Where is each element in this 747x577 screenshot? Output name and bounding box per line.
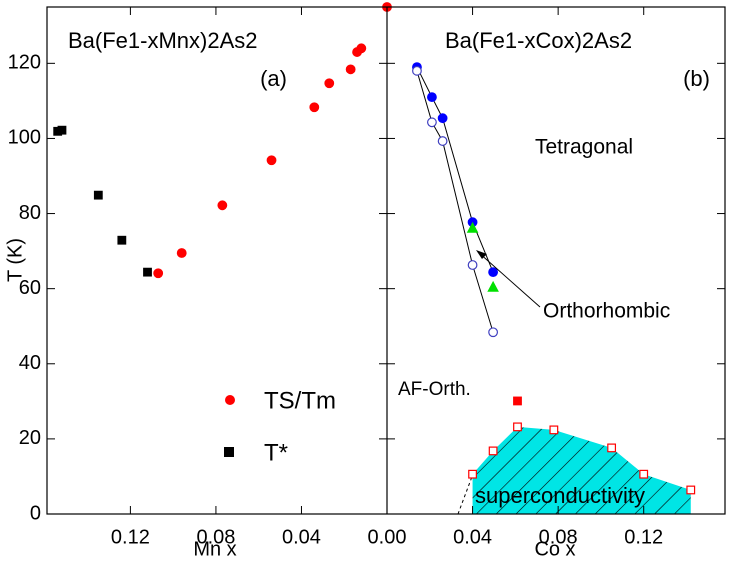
plot-area (53, 2, 696, 514)
y-tick-label: 0 (30, 502, 41, 524)
point (217, 200, 228, 211)
point (427, 92, 437, 103)
y-axis-label: T (K) (4, 238, 26, 282)
point (549, 425, 559, 435)
point (176, 248, 187, 258)
point (488, 446, 498, 456)
y-tick-label: 40 (19, 352, 41, 374)
point (607, 443, 617, 453)
line (416, 70, 494, 333)
point (468, 469, 477, 479)
point (324, 78, 335, 89)
point (117, 235, 127, 245)
y-tick-label: 60 (19, 277, 41, 299)
point (513, 422, 522, 432)
panel-title: Ba(Fe1-xMnx)2As2 (68, 28, 258, 53)
x-tick-label: 0.08 (196, 526, 235, 548)
area (472, 426, 691, 514)
panel-title: Ba(Fe1-xCox)2As2 (445, 28, 632, 53)
point (488, 327, 499, 338)
point (686, 485, 696, 495)
point (467, 260, 478, 270)
x-axis-label: Co x (534, 538, 575, 560)
point (412, 65, 422, 76)
frame (46, 6, 726, 515)
legend-label: T* (264, 439, 288, 466)
point (437, 113, 448, 124)
y-tick-label: 100 (8, 127, 41, 149)
point (266, 155, 277, 166)
arrow-head (476, 250, 487, 259)
x-tick-label: 0.00 (368, 526, 407, 548)
point (487, 280, 499, 292)
annotation: Orthorhombic (543, 300, 670, 323)
point (488, 267, 499, 278)
x-tick-label: 0.04 (282, 526, 321, 548)
point (427, 117, 437, 128)
x-tick-label: 0.08 (539, 526, 578, 548)
y-tick-label: 20 (19, 427, 41, 449)
point (639, 469, 649, 479)
y-tick-label: 120 (8, 52, 41, 74)
point (309, 102, 320, 113)
annotation: Tetragonal (535, 136, 633, 159)
legend-marker (225, 395, 235, 405)
legend-label: TS/Tm (264, 387, 336, 414)
dashed-extension (457, 473, 474, 515)
point (437, 136, 448, 146)
annotation: superconductivity (475, 483, 645, 508)
annotation: AF-Orth. (398, 379, 471, 400)
y-tick-label: 80 (19, 202, 41, 224)
x-tick-label: 0.04 (453, 526, 492, 548)
x-tick-label: 0.12 (111, 526, 150, 548)
panel-label: (a) (260, 66, 287, 91)
x-tick-label: 0.12 (624, 526, 663, 548)
point (513, 396, 522, 406)
point (93, 190, 103, 200)
point (143, 267, 152, 277)
point (57, 125, 67, 135)
point (345, 64, 356, 75)
x-axis-label: Mn x (193, 538, 236, 560)
annotation-arrow (477, 251, 541, 308)
point (466, 221, 479, 233)
panel-label: (b) (683, 66, 710, 91)
point (153, 268, 164, 279)
point (356, 43, 367, 54)
legend-marker (224, 447, 234, 457)
